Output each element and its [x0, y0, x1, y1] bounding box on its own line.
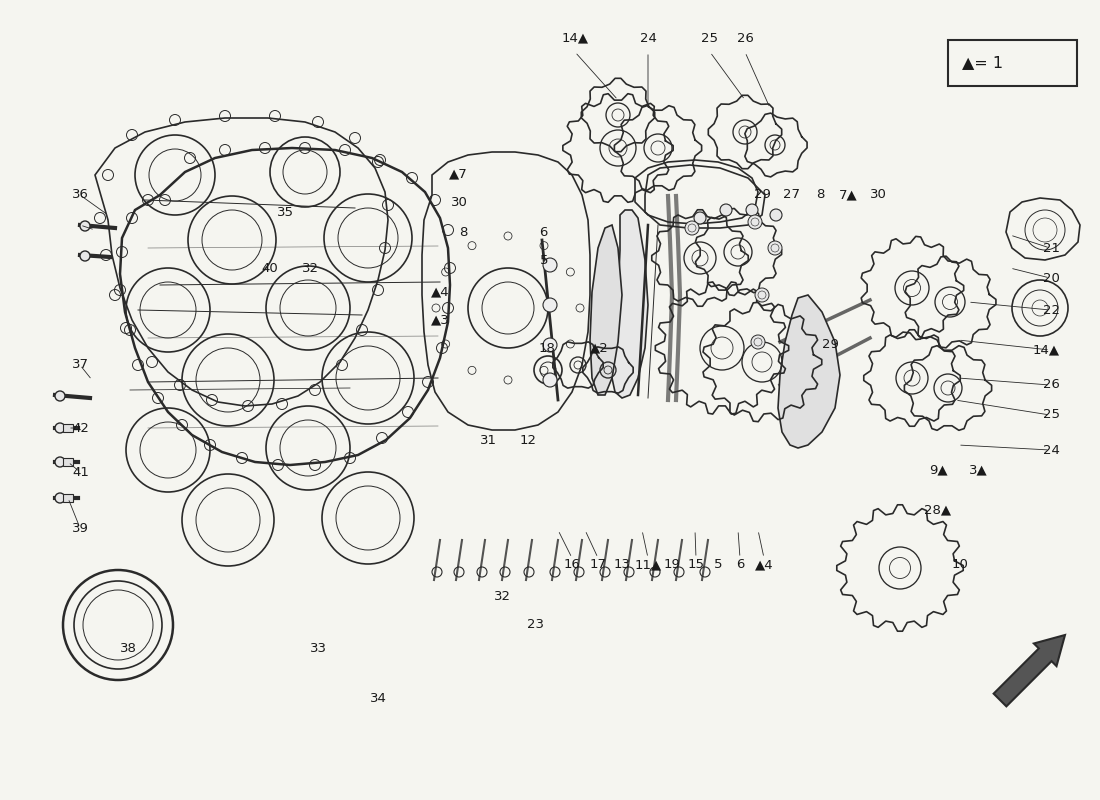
Text: ▲4: ▲4 — [755, 558, 773, 571]
Circle shape — [543, 298, 557, 312]
Circle shape — [694, 212, 706, 224]
Text: 26: 26 — [1043, 378, 1060, 391]
Circle shape — [720, 204, 732, 216]
Circle shape — [543, 258, 557, 272]
Circle shape — [55, 457, 65, 467]
Text: 27: 27 — [783, 189, 801, 202]
Text: 6: 6 — [736, 558, 745, 571]
Text: 29: 29 — [754, 189, 770, 202]
Text: 37: 37 — [72, 358, 89, 371]
Circle shape — [748, 215, 762, 229]
Text: ▲= 1: ▲= 1 — [962, 55, 1003, 70]
Text: 21: 21 — [1043, 242, 1060, 254]
Circle shape — [80, 221, 90, 231]
Text: 18: 18 — [538, 342, 556, 354]
Text: 24: 24 — [1043, 443, 1060, 457]
Text: 3▲: 3▲ — [969, 463, 988, 477]
Text: 36: 36 — [72, 189, 89, 202]
Circle shape — [55, 423, 65, 433]
Text: 40: 40 — [262, 262, 278, 274]
Polygon shape — [612, 210, 648, 398]
Text: 15: 15 — [688, 558, 704, 571]
Text: 5: 5 — [539, 254, 548, 266]
Text: 22: 22 — [1043, 303, 1060, 317]
FancyArrow shape — [993, 635, 1065, 706]
Text: 9▲: 9▲ — [928, 463, 947, 477]
Text: 30: 30 — [870, 189, 887, 202]
Text: 30: 30 — [451, 195, 468, 209]
Text: 16: 16 — [563, 558, 581, 571]
Text: 32: 32 — [494, 590, 510, 602]
Text: 14▲: 14▲ — [1033, 343, 1060, 357]
Text: 19: 19 — [663, 558, 681, 571]
Text: 39: 39 — [72, 522, 89, 534]
Polygon shape — [590, 225, 621, 395]
Text: 13: 13 — [614, 558, 630, 571]
Text: 38: 38 — [120, 642, 136, 654]
Text: 11▲: 11▲ — [635, 558, 661, 571]
Text: ▲2: ▲2 — [590, 342, 608, 354]
Circle shape — [543, 338, 557, 352]
Text: 35: 35 — [276, 206, 294, 218]
Text: 8: 8 — [460, 226, 467, 238]
Text: 33: 33 — [309, 642, 327, 654]
Text: 34: 34 — [370, 691, 386, 705]
Circle shape — [751, 335, 764, 349]
Text: 14▲: 14▲ — [561, 31, 588, 45]
Circle shape — [80, 251, 90, 261]
Text: 23: 23 — [527, 618, 543, 631]
Text: ▲7: ▲7 — [449, 167, 468, 181]
Text: 32: 32 — [301, 262, 319, 274]
Text: ▲3: ▲3 — [431, 314, 450, 326]
Circle shape — [685, 221, 698, 235]
Text: 24: 24 — [639, 31, 657, 45]
Text: 20: 20 — [1043, 271, 1060, 285]
Text: 25: 25 — [702, 31, 718, 45]
Circle shape — [55, 391, 65, 401]
Circle shape — [768, 241, 782, 255]
Circle shape — [770, 209, 782, 221]
Text: 17: 17 — [590, 558, 606, 571]
Text: 12: 12 — [519, 434, 537, 446]
Text: 5: 5 — [714, 558, 723, 571]
Text: 6: 6 — [540, 226, 548, 238]
Text: 7▲: 7▲ — [838, 189, 857, 202]
Text: 31: 31 — [480, 434, 496, 446]
Text: 10: 10 — [952, 558, 968, 571]
Circle shape — [543, 373, 557, 387]
Text: 8: 8 — [816, 189, 824, 202]
Polygon shape — [778, 295, 840, 448]
Circle shape — [746, 204, 758, 216]
Text: 28▲: 28▲ — [924, 503, 952, 517]
FancyBboxPatch shape — [63, 494, 73, 502]
FancyBboxPatch shape — [63, 424, 73, 432]
FancyBboxPatch shape — [63, 458, 73, 466]
Text: 26: 26 — [737, 31, 754, 45]
Circle shape — [55, 493, 65, 503]
Circle shape — [755, 288, 769, 302]
Text: 41: 41 — [72, 466, 89, 478]
Text: 29: 29 — [822, 338, 838, 351]
Text: ▲4: ▲4 — [431, 286, 450, 298]
Text: 25: 25 — [1043, 409, 1060, 422]
Text: 42: 42 — [72, 422, 89, 434]
